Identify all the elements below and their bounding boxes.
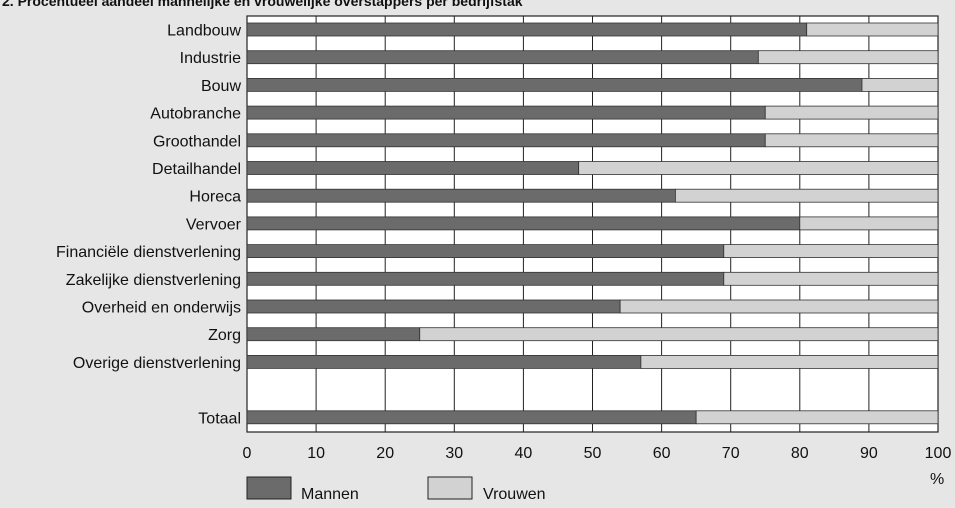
chart-title: 2. Procentueel aandeel mannelijke en vro… (2, 0, 523, 9)
x-tick-labels: 0 10 20 30 40 50 60 70 80 90 100 (243, 445, 952, 462)
bar-mannen-bouw (246, 78, 863, 92)
bar-mannen-zakelijke-dienstverlening (246, 271, 725, 286)
x-tick-60: 60 (653, 445, 671, 462)
category-label-overige-dienstverlening: Overige dienstverlening (73, 355, 241, 372)
bar-mannen-overige-dienstverlening (246, 354, 642, 369)
category-label-detailhandel: Detailhandel (152, 161, 241, 178)
x-tick-0: 0 (243, 445, 252, 462)
category-label-autobranche: Autobranche (150, 106, 241, 123)
legend-label-vrouwen: Vrouwen (483, 486, 546, 503)
x-tick-100: 100 (925, 445, 952, 462)
bar-vrouwen-overheid-en-onderwijs (619, 299, 939, 314)
bar-vrouwen-overige-dienstverlening (640, 354, 939, 369)
category-label-zorg: Zorg (208, 327, 241, 344)
category-label-bouw: Bouw (201, 78, 241, 95)
category-label-totaal: Totaal (198, 410, 241, 427)
x-tick-10: 10 (307, 445, 325, 462)
category-label-groothandel: Groothandel (153, 133, 241, 150)
bar-mannen-financiele-dienstverlening (246, 244, 725, 259)
x-tick-20: 20 (376, 445, 394, 462)
legend-label-mannen: Mannen (301, 486, 359, 503)
category-label-horeca: Horeca (189, 189, 241, 206)
bar-vrouwen-vervoer (799, 216, 939, 231)
x-tick-30: 30 (445, 445, 463, 462)
bar-vrouwen-financiele-dienstverlening (723, 244, 939, 259)
bar-mannen-totaal (246, 410, 697, 425)
legend: Mannen Vrouwen (246, 476, 546, 503)
x-tick-90: 90 (860, 445, 878, 462)
bar-mannen-groothandel (246, 133, 766, 148)
category-label-vervoer: Vervoer (186, 216, 242, 233)
bar-vrouwen-groothandel (764, 133, 939, 148)
bar-vrouwen-bouw (861, 78, 939, 92)
x-unit-label: % (930, 471, 944, 488)
bar-mannen-vervoer (246, 216, 801, 231)
bar-vrouwen-industrie (757, 50, 939, 65)
x-tick-80: 80 (791, 445, 809, 462)
bar-mannen-autobranche (246, 105, 766, 120)
x-tick-70: 70 (722, 445, 740, 462)
bar-vrouwen-autobranche (764, 105, 939, 120)
category-label-zakelijke-dienstverlening: Zakelijke dienstverlening (66, 272, 241, 289)
bar-vrouwen-totaal (695, 410, 939, 425)
x-tick-50: 50 (584, 445, 602, 462)
legend-swatch-vrouwen (427, 476, 473, 500)
legend-swatch-mannen (246, 476, 292, 500)
category-labels: Landbouw Industrie Bouw Autobranche Groothan… (56, 23, 242, 428)
category-label-overheid-en-onderwijs: Overheid en onderwijs (82, 300, 241, 317)
bar-mannen-detailhandel (246, 161, 580, 175)
bar-vrouwen-zakelijke-dienstverlening (723, 271, 939, 286)
bar-vrouwen-detailhandel (578, 161, 939, 175)
bar-mannen-landbouw (246, 22, 808, 37)
category-label-financiele-dienstverlening: Financiële dienstverlening (56, 244, 241, 261)
bar-mannen-overheid-en-onderwijs (246, 299, 621, 314)
category-label-industrie: Industrie (180, 50, 241, 67)
x-tick-40: 40 (515, 445, 533, 462)
bar-mannen-horeca (246, 188, 676, 203)
bar-mannen-zorg (246, 327, 421, 342)
bar-vrouwen-horeca (675, 188, 939, 203)
bar-vrouwen-zorg (419, 327, 939, 342)
bars (246, 22, 939, 425)
bar-vrouwen-landbouw (806, 22, 939, 37)
category-label-landbouw: Landbouw (167, 23, 241, 40)
bar-mannen-industrie (246, 50, 759, 65)
